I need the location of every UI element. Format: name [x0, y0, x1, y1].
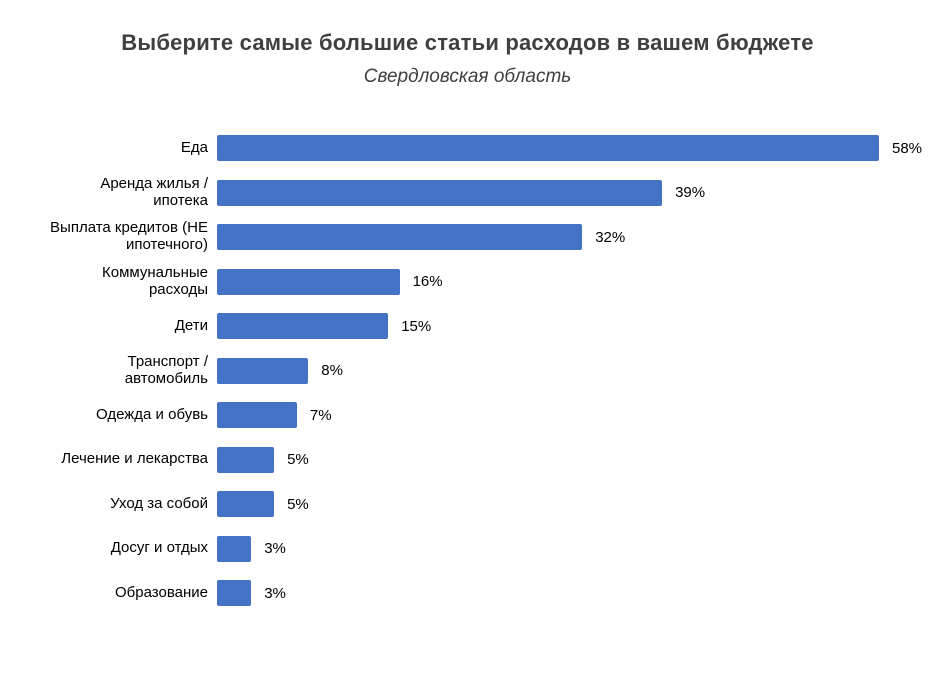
- bar-row: Одежда и обувь 7%: [0, 393, 935, 438]
- category-label: Еда: [180, 138, 208, 156]
- value-label: 8%: [321, 362, 343, 380]
- value-label: 16%: [412, 273, 443, 291]
- category-label: Дети: [174, 316, 208, 334]
- category-label: Аренда жилья / ипотека: [100, 174, 208, 209]
- category-label: Одежда и обувь: [96, 405, 208, 423]
- value-label: 58%: [892, 139, 923, 157]
- bar: [217, 580, 252, 607]
- value-label: 3%: [264, 584, 286, 602]
- category-label: Образование: [115, 583, 208, 601]
- bar: [217, 268, 400, 295]
- category-label: Лечение и лекарства: [61, 450, 208, 468]
- chart-subtitle: Свердловская область: [363, 66, 572, 87]
- bar: [217, 224, 583, 251]
- value-label: 15%: [401, 317, 432, 335]
- value-label: 7%: [309, 406, 332, 424]
- bar-row: Транспорт / автомобиль 8%: [0, 349, 935, 394]
- value-label: 32%: [595, 228, 626, 246]
- chart-header: Выберите самые большие статьи расходов в…: [0, 0, 935, 88]
- bar-row: Еда 58%: [0, 126, 935, 171]
- value-label: 5%: [287, 451, 309, 469]
- bar: [217, 491, 275, 518]
- category-label: Транспорт / автомобиль: [124, 352, 208, 387]
- bar-row: Образование 3%: [0, 571, 935, 616]
- bar-row: Выплата кредитов (НЕ ипотечного) 32%: [0, 215, 935, 260]
- bar: [217, 402, 297, 429]
- bar: [217, 535, 252, 562]
- category-label: Уход за собой: [110, 494, 208, 512]
- bar-row: Лечение и лекарства 5%: [0, 438, 935, 483]
- category-label: Коммунальные расходы: [102, 263, 208, 298]
- value-label: 3%: [264, 540, 286, 558]
- category-label: Выплата кредитов (НЕ ипотечного): [50, 219, 208, 254]
- bar: [217, 357, 309, 384]
- category-label: Досуг и отдых: [110, 539, 208, 557]
- bar-row: Уход за собой 5%: [0, 482, 935, 527]
- bar-row: Дети 15%: [0, 304, 935, 349]
- value-label: 5%: [287, 495, 309, 513]
- bar-chart: Еда 58% Аренда жилья / ипотека 39% Выплата к…: [0, 126, 935, 616]
- bar: [217, 135, 879, 162]
- value-label: 39%: [675, 184, 706, 202]
- bar: [217, 446, 275, 473]
- bar-row: Коммунальные расходы 16%: [0, 260, 935, 305]
- bar: [217, 179, 663, 206]
- bar-row: Досуг и отдых 3%: [0, 527, 935, 572]
- bar: [217, 313, 389, 340]
- bar-row: Аренда жилья / ипотека 39%: [0, 171, 935, 216]
- chart-title: Выберите самые большие статьи расходов в…: [121, 30, 814, 55]
